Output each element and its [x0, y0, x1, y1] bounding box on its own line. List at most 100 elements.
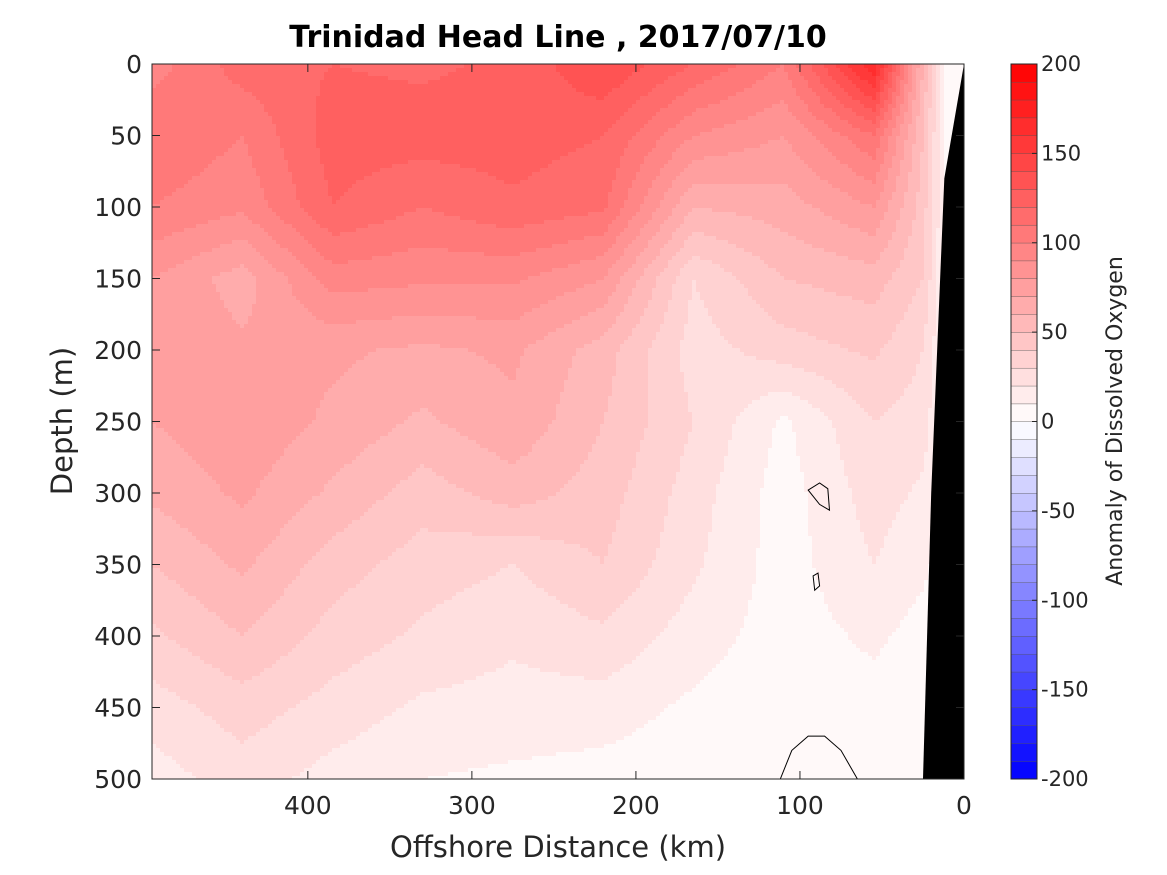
heatmap-cell — [352, 104, 357, 109]
heatmap-cell — [288, 144, 293, 149]
heatmap-cell — [428, 152, 433, 157]
heatmap-cell — [364, 92, 369, 97]
heatmap-cell — [476, 148, 481, 153]
heatmap-cell — [760, 112, 765, 117]
heatmap-cell — [204, 84, 209, 89]
heatmap-cell — [852, 148, 857, 153]
heatmap-cell — [744, 116, 749, 121]
heatmap-cell — [368, 68, 373, 73]
heatmap-cell — [824, 108, 829, 113]
heatmap-cell — [256, 124, 261, 129]
heatmap-cell — [512, 144, 517, 149]
heatmap-cell — [572, 88, 577, 93]
heatmap-cell — [176, 136, 181, 141]
heatmap-cell — [932, 136, 937, 141]
heatmap-cell — [772, 112, 777, 117]
heatmap-cell — [708, 116, 713, 121]
heatmap-cell — [336, 124, 341, 129]
heatmap-cell — [696, 80, 701, 85]
heatmap-cell — [536, 104, 541, 109]
heatmap-cell — [328, 76, 333, 81]
heatmap-cell — [268, 140, 273, 145]
heatmap-cell — [160, 96, 165, 101]
heatmap-cell — [200, 88, 205, 93]
heatmap-cell — [296, 64, 301, 69]
heatmap-cell — [652, 96, 657, 101]
heatmap-cell — [896, 140, 901, 145]
heatmap-cell — [488, 100, 493, 105]
heatmap-cell — [396, 132, 401, 137]
heatmap-cell — [592, 132, 597, 137]
heatmap-cell — [652, 136, 657, 141]
heatmap-cell — [180, 96, 185, 101]
heatmap-cell — [816, 100, 821, 105]
heatmap-cell — [748, 80, 753, 85]
heatmap-cell — [416, 80, 421, 85]
heatmap-cell — [660, 68, 665, 73]
heatmap-cell — [636, 148, 641, 153]
heatmap-cell — [152, 140, 157, 145]
heatmap-cell — [812, 136, 817, 141]
heatmap-cell — [728, 108, 733, 113]
heatmap-cell — [420, 88, 425, 93]
heatmap-cell — [404, 116, 409, 121]
heatmap-cell — [556, 116, 561, 121]
heatmap-cell — [436, 152, 441, 157]
heatmap-cell — [420, 160, 425, 165]
heatmap-cell — [592, 144, 597, 149]
heatmap-cell — [452, 68, 457, 73]
heatmap-cell — [356, 80, 361, 85]
heatmap-cell — [652, 76, 657, 81]
heatmap-cell — [432, 116, 437, 121]
heatmap-cell — [720, 136, 725, 141]
heatmap-cell — [736, 96, 741, 101]
heatmap-cell — [776, 136, 781, 141]
heatmap-cell — [516, 116, 521, 121]
heatmap-cell — [284, 104, 289, 109]
heatmap-cell — [192, 144, 197, 149]
heatmap-cell — [752, 116, 757, 121]
heatmap-cell — [288, 72, 293, 77]
heatmap-cell — [332, 140, 337, 145]
heatmap-cell — [436, 132, 441, 137]
heatmap-cell — [236, 88, 241, 93]
heatmap-cell — [332, 76, 337, 81]
heatmap-cell — [376, 100, 381, 105]
heatmap-cell — [760, 152, 765, 157]
heatmap-cell — [232, 88, 237, 93]
heatmap-cell — [692, 148, 697, 153]
heatmap-cell — [272, 128, 277, 133]
heatmap-cell — [868, 76, 873, 81]
heatmap-cell — [464, 76, 469, 81]
heatmap-cell — [776, 72, 781, 77]
heatmap-cell — [680, 88, 685, 93]
heatmap-cell — [416, 160, 421, 165]
heatmap-cell — [324, 120, 329, 125]
heatmap-cell — [736, 140, 741, 145]
heatmap-cell — [596, 124, 601, 129]
heatmap-cell — [176, 116, 181, 121]
heatmap-cell — [184, 80, 189, 85]
heatmap-cell — [768, 104, 773, 109]
heatmap-cell — [596, 144, 601, 149]
heatmap-cell — [260, 84, 265, 89]
heatmap-cell — [612, 148, 617, 153]
heatmap-cell — [560, 88, 565, 93]
heatmap-cell — [636, 160, 641, 165]
heatmap-cell — [908, 132, 913, 137]
heatmap-cell — [616, 116, 621, 121]
heatmap-cell — [540, 64, 545, 69]
heatmap-cell — [640, 124, 645, 129]
heatmap-cell — [656, 72, 661, 77]
heatmap-cell — [512, 132, 517, 137]
heatmap-cell — [956, 72, 961, 77]
heatmap-cell — [156, 96, 161, 101]
heatmap-cell — [472, 92, 477, 97]
heatmap-cell — [216, 116, 221, 121]
heatmap-cell — [776, 104, 781, 109]
heatmap-cell — [452, 96, 457, 101]
heatmap-cell — [640, 96, 645, 101]
heatmap-cell — [492, 140, 497, 145]
heatmap-cell — [316, 148, 321, 153]
heatmap-cell — [184, 140, 189, 145]
